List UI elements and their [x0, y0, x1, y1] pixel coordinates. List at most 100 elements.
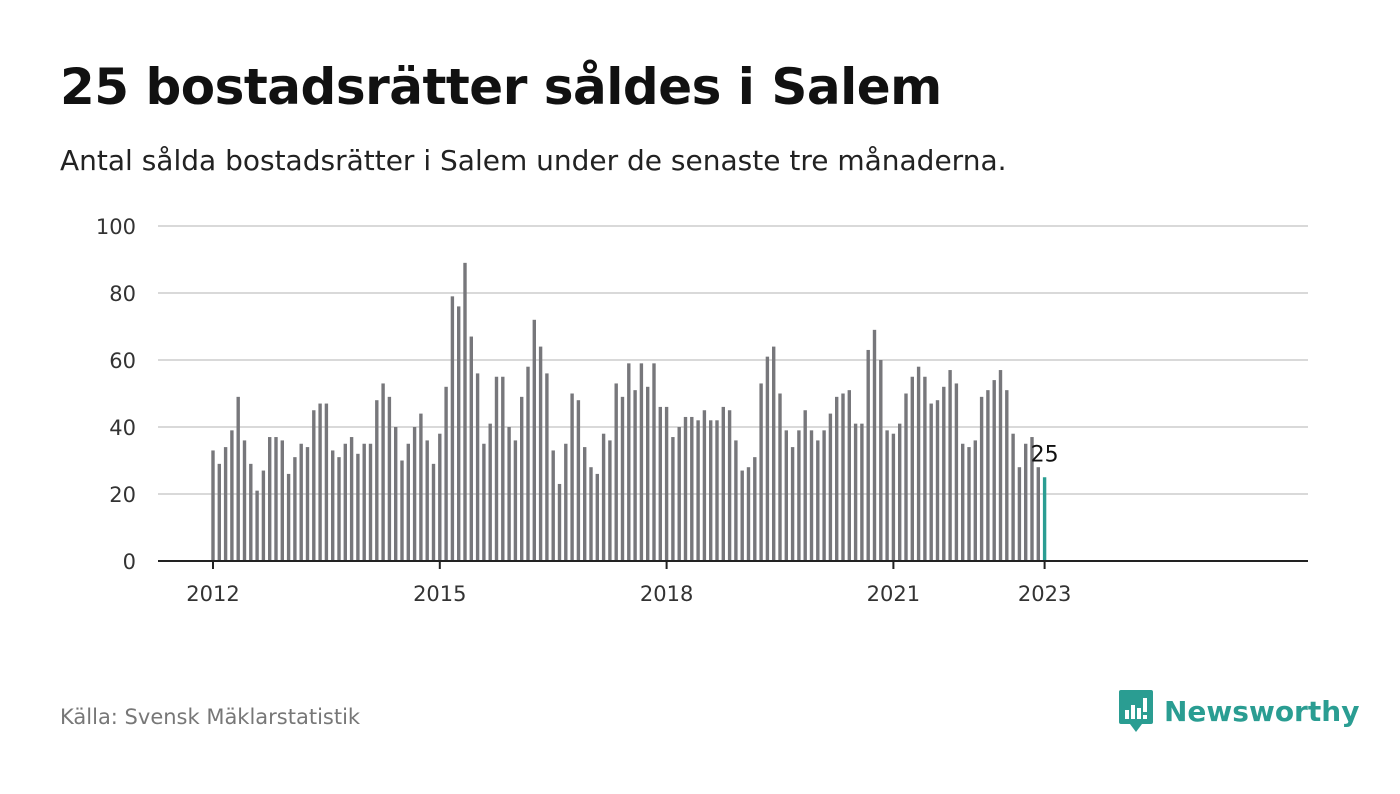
bar [639, 363, 644, 561]
bar [305, 447, 310, 561]
bar [608, 440, 612, 561]
bar [249, 463, 253, 561]
bar [488, 423, 492, 561]
y-tick-label: 20 [109, 483, 136, 507]
bar [853, 423, 858, 561]
bar [362, 443, 366, 561]
bar [954, 383, 959, 561]
y-tick-label: 60 [109, 349, 136, 373]
bar [601, 433, 606, 561]
bar [274, 437, 278, 561]
bar [715, 420, 719, 561]
bar [797, 430, 801, 561]
bar [1036, 467, 1040, 561]
bar [1017, 467, 1022, 561]
bar [475, 373, 480, 561]
newsworthy-logo: Newsworthy [1118, 688, 1359, 734]
bar [652, 363, 656, 561]
bar [753, 457, 757, 561]
bar [343, 443, 347, 561]
bar [702, 410, 707, 561]
bar [1005, 390, 1009, 561]
bar [312, 410, 316, 561]
bar [375, 400, 379, 561]
bar [230, 430, 234, 561]
brand-name: Newsworthy [1164, 694, 1360, 728]
bar [557, 483, 562, 561]
bar [1030, 437, 1034, 561]
bar [627, 363, 631, 561]
source-note: Källa: Svensk Mäklarstatistik [60, 705, 361, 729]
bar [847, 390, 851, 561]
y-tick-label: 80 [109, 282, 136, 306]
bar [1011, 433, 1015, 561]
bar [538, 346, 543, 561]
bar [589, 467, 593, 561]
bar [532, 319, 536, 561]
bar [520, 396, 524, 561]
bar [734, 440, 738, 561]
bar [835, 396, 839, 561]
bar [406, 443, 410, 561]
bar [614, 383, 618, 561]
bar [217, 463, 221, 561]
bar [469, 336, 473, 561]
bar [494, 376, 499, 561]
bar [551, 450, 555, 561]
x-tick-label: 2023 [1018, 582, 1071, 606]
bar [916, 366, 921, 561]
bar [740, 470, 744, 561]
bar [394, 427, 398, 561]
bar [816, 440, 820, 561]
x-tick-label: 2012 [186, 582, 239, 606]
bar [828, 413, 833, 561]
bar [438, 433, 442, 561]
bar [255, 490, 259, 561]
bar [671, 437, 675, 561]
bar [444, 386, 448, 561]
bar [412, 427, 417, 561]
bar [961, 443, 965, 561]
chart-title: 25 bostadsrätter såldes i Salem [60, 58, 942, 116]
bar [803, 410, 807, 561]
bar [992, 380, 996, 561]
bar [450, 296, 455, 561]
bar [822, 430, 826, 561]
bar [463, 262, 467, 561]
bar [646, 386, 650, 561]
bar [664, 406, 669, 561]
bar [337, 457, 341, 561]
bar [211, 450, 215, 561]
bar [286, 473, 291, 561]
bar [324, 403, 329, 561]
bar [677, 427, 681, 561]
bar [942, 386, 946, 561]
bar [223, 447, 228, 561]
bar [356, 453, 360, 561]
bar [979, 396, 984, 561]
bar [513, 440, 518, 561]
bar [929, 403, 933, 561]
bar [570, 393, 574, 561]
bar [891, 433, 896, 561]
bar [419, 413, 423, 561]
bar [898, 423, 902, 561]
bar [1024, 443, 1028, 561]
bar [318, 403, 322, 561]
y-tick-label: 40 [109, 416, 136, 440]
bar [973, 440, 977, 561]
bar [696, 420, 700, 561]
bar [683, 416, 688, 561]
bar [457, 306, 461, 561]
bar [809, 430, 814, 561]
bar [331, 450, 335, 561]
bar [595, 473, 599, 561]
bar [935, 400, 940, 561]
bar [242, 440, 247, 561]
bar [425, 440, 429, 561]
bar [236, 396, 240, 561]
bar [690, 416, 694, 561]
bar [545, 373, 549, 561]
bar-chart: 0 20 40 60 80 100 2012 2015 2018 2021 2023 25 [96, 215, 1308, 606]
bar [583, 447, 587, 561]
